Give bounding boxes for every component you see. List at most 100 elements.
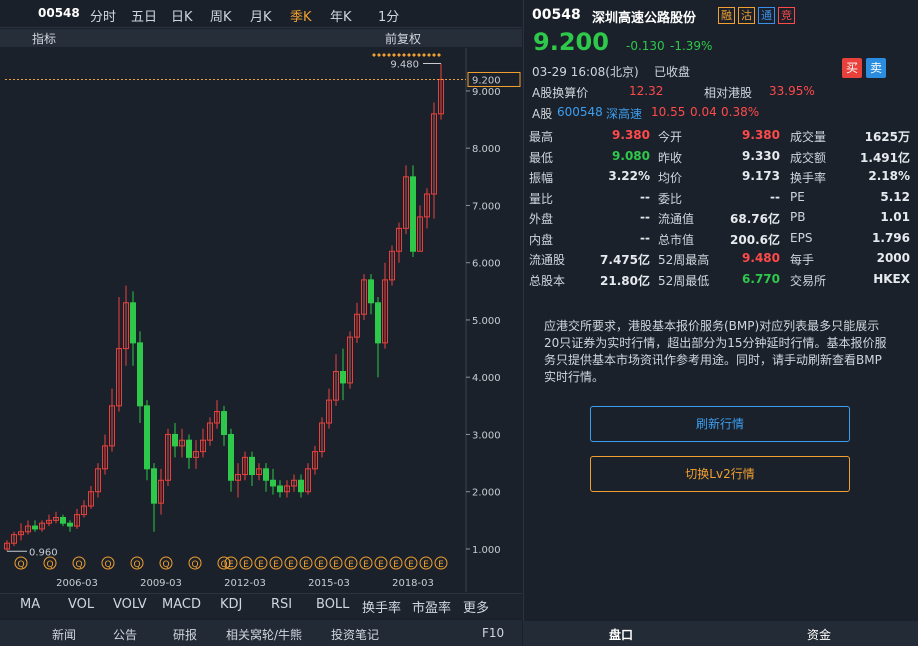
candle-body (4, 542, 10, 550)
stat-value: 3.22% (608, 169, 650, 183)
bottom-tab[interactable]: 公告 (113, 628, 138, 642)
stat-value: 9.380 (612, 128, 650, 142)
event-marker (329, 556, 343, 570)
candle-body (431, 113, 437, 195)
period-tab[interactable]: 分时 (90, 10, 117, 25)
candle-body (319, 422, 325, 453)
x-tick-label: 2012-03 (224, 578, 266, 589)
bottom-tab[interactable]: 研报 (173, 628, 198, 642)
candle-body (424, 193, 430, 218)
indicator-tab[interactable]: MACD (162, 597, 201, 612)
candle-body (396, 227, 402, 252)
event-label: E (303, 560, 309, 570)
period-tab[interactable]: 日K (171, 10, 193, 25)
stat-value: -- (640, 210, 650, 224)
diamond (387, 53, 391, 57)
event-marker (254, 556, 268, 570)
side-tabs (523, 621, 918, 646)
event-marker (374, 556, 388, 570)
event-marker (344, 556, 358, 570)
candle-body (270, 479, 276, 487)
switch-button[interactable]: 切换Lv2行情 (590, 456, 850, 492)
indicator-tab[interactable]: 更多 (463, 601, 490, 616)
candle-body (74, 514, 80, 527)
period-tab[interactable]: 五日 (131, 10, 158, 25)
stat-value: 200.6亿 (730, 232, 780, 247)
time: 03-29 16:08(北京) (532, 65, 639, 79)
event-label: Q (75, 560, 82, 570)
stat-value: 1625万 (864, 130, 910, 144)
indicator-tab[interactable]: VOL (68, 597, 95, 612)
badge: 沽 (738, 7, 755, 24)
event-label: E (243, 560, 249, 570)
period-tab[interactable]: 季K (290, 10, 312, 25)
indicator-tab[interactable]: VOLV (113, 597, 147, 612)
bottom-tab[interactable]: F10 (482, 626, 505, 640)
stat-label: 52周最高 (658, 253, 710, 267)
candle-body (151, 468, 157, 504)
side-tab[interactable]: 资金 (807, 628, 832, 642)
stat-value: 5.12 (880, 189, 910, 204)
candle-body (403, 176, 409, 229)
stat-label: 流通值 (658, 212, 695, 226)
candle-body (130, 302, 136, 344)
y-tick-label: 8.000 (472, 144, 501, 155)
y-tick-label: 3.000 (472, 430, 501, 441)
stat-label: 总股本 (529, 273, 566, 288)
side-tab[interactable]: 盘口 (609, 628, 634, 642)
candle-body (25, 525, 31, 533)
bottom-tab[interactable]: 相关窝轮/牛熊 (226, 628, 303, 642)
event-label: E (228, 560, 234, 570)
indicator-tab[interactable]: BOLL (316, 597, 350, 612)
period-tab[interactable]: 年K (330, 10, 352, 25)
a-conv-price: 12.32 (629, 84, 664, 98)
indicator-label: 指标 (32, 32, 57, 46)
diamond (392, 53, 396, 57)
a-change-pct: 0.38% (721, 105, 760, 119)
candle-body (340, 370, 346, 384)
stat-label: 昨收 (658, 150, 683, 165)
event-marker (269, 556, 283, 570)
bottom-tabs (0, 620, 522, 646)
indicator-tab[interactable]: KDJ (220, 597, 243, 612)
event-marker (359, 556, 373, 570)
candle-body (417, 216, 423, 252)
diamond (412, 53, 416, 57)
event-marker (159, 556, 173, 570)
refresh-button[interactable]: 刷新行情 (590, 406, 850, 442)
indicator-tab[interactable]: RSI (271, 597, 293, 612)
candle-body (179, 439, 185, 447)
indicator-tab[interactable]: MA (20, 597, 41, 612)
y-tick-label: 6.000 (472, 259, 501, 270)
diamond (427, 53, 431, 57)
stat-label: 量比 (529, 191, 554, 206)
period-tab[interactable]: 1分 (378, 10, 400, 25)
indicator-tab[interactable]: 市盈率 (412, 601, 452, 616)
sell-button[interactable]: 卖 (866, 58, 886, 78)
diamond (417, 53, 421, 57)
a-price: 10.55 (651, 105, 686, 119)
event-label: E (258, 560, 264, 570)
y-tick-label: 5.000 (472, 316, 501, 327)
event-label: E (438, 560, 444, 570)
event-marker (224, 556, 238, 570)
a-name[interactable]: 深高速 (606, 107, 643, 121)
stat-value: 9.480 (742, 251, 780, 265)
period-tab[interactable]: 周K (210, 10, 232, 25)
buy-button[interactable]: 买 (842, 58, 862, 78)
event-label: E (423, 560, 429, 570)
event-label: E (318, 560, 324, 570)
a-code[interactable]: 600548 (557, 105, 603, 119)
indicator-tab[interactable]: 换手率 (362, 601, 402, 616)
period-tab[interactable]: 月K (250, 10, 272, 25)
candle-body (144, 405, 150, 470)
bottom-tab[interactable]: 投资笔记 (331, 628, 380, 642)
diamond (437, 53, 441, 57)
stat-label: 外盘 (529, 212, 554, 226)
adjust-select[interactable]: 前复权 (385, 32, 422, 46)
premium: 33.95% (769, 84, 815, 98)
event-marker (299, 556, 313, 570)
bottom-tab[interactable]: 新闻 (52, 628, 77, 642)
last-price-box (467, 71, 521, 87)
stat-label: 换手率 (790, 171, 827, 185)
